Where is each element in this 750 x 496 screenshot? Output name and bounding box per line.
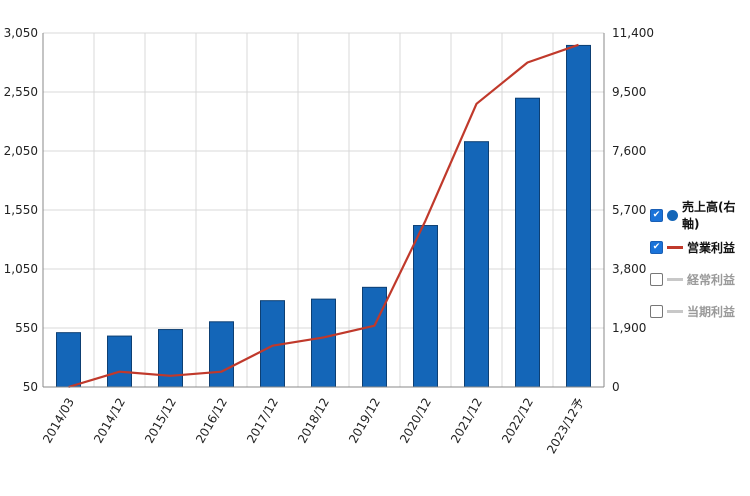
bar bbox=[362, 286, 387, 388]
legend-label: 当期利益 bbox=[687, 304, 736, 319]
grid-lines bbox=[42, 32, 605, 388]
x-tick-label: 2014/12 bbox=[91, 396, 128, 446]
left-axis-ticks: 50 550 1,050 1,550 2,050 2,550 3,050 bbox=[4, 26, 38, 394]
x-tick-label: 2019/12 bbox=[346, 396, 383, 446]
line-series bbox=[68, 43, 579, 389]
left-tick-label: 2,550 bbox=[4, 85, 38, 99]
x-tick-label: 2014/03 bbox=[40, 396, 77, 446]
legend-item-sales[interactable]: 売上高(右軸) bbox=[650, 200, 750, 231]
legend-label: 営業利益 bbox=[687, 240, 736, 255]
legend-item-ordinary-profit[interactable]: 経常利益 bbox=[650, 267, 750, 291]
legend-label: 売上高(右軸) bbox=[682, 200, 736, 231]
legend-checkbox-ordinary-profit[interactable] bbox=[650, 272, 663, 286]
bar bbox=[158, 329, 183, 388]
right-axis-ticks: 0 1,900 3,800 5,700 7,600 9,500 11,400 bbox=[612, 26, 654, 394]
x-tick-label: 2022/12 bbox=[499, 396, 536, 446]
x-tick-label: 2016/12 bbox=[193, 396, 230, 446]
bar bbox=[413, 225, 438, 388]
line-marker-icon bbox=[667, 277, 683, 281]
x-tick-label: 2023/12予 bbox=[544, 396, 587, 457]
left-tick-label: 2,050 bbox=[4, 144, 38, 158]
bar bbox=[209, 321, 234, 388]
axes bbox=[42, 33, 605, 388]
bar bbox=[515, 97, 540, 388]
x-tick-label: 2017/12 bbox=[244, 396, 281, 446]
legend-label: 経常利益 bbox=[687, 272, 736, 287]
line-marker-icon bbox=[667, 309, 683, 313]
bar bbox=[464, 141, 489, 388]
left-tick-label: 550 bbox=[15, 321, 38, 335]
left-tick-label: 50 bbox=[23, 380, 38, 394]
x-axis-ticks: 2014/03 2014/12 2015/12 2016/12 2017/12 2018/… bbox=[40, 396, 587, 457]
line-marker-icon bbox=[667, 245, 683, 249]
dot-marker-icon bbox=[667, 209, 678, 221]
bar bbox=[107, 335, 132, 388]
x-tick-label: 2018/12 bbox=[295, 396, 332, 446]
bar bbox=[311, 298, 336, 388]
left-tick-label: 3,050 bbox=[4, 26, 38, 40]
right-tick-label: 1,900 bbox=[612, 321, 646, 335]
right-tick-label: 3,800 bbox=[612, 262, 646, 276]
right-tick-label: 9,500 bbox=[612, 85, 646, 99]
legend: 売上高(右軸) 営業利益 経常利益 当期利益 bbox=[650, 200, 750, 331]
left-tick-label: 1,550 bbox=[4, 203, 38, 217]
left-tick-label: 1,050 bbox=[4, 262, 38, 276]
series-line bbox=[68, 43, 579, 389]
bar bbox=[566, 44, 591, 388]
bar bbox=[56, 332, 81, 388]
x-tick-label: 2020/12 bbox=[397, 396, 434, 446]
legend-item-operating-profit[interactable]: 営業利益 bbox=[650, 235, 750, 259]
x-tick-label: 2021/12 bbox=[448, 396, 485, 446]
legend-item-net-profit[interactable]: 当期利益 bbox=[650, 299, 750, 323]
legend-checkbox-net-profit[interactable] bbox=[650, 304, 663, 318]
right-tick-label: 5,700 bbox=[612, 203, 646, 217]
right-tick-label: 11,400 bbox=[612, 26, 654, 40]
legend-checkbox-sales[interactable] bbox=[650, 208, 663, 222]
right-tick-label: 0 bbox=[612, 380, 620, 394]
right-tick-label: 7,600 bbox=[612, 144, 646, 158]
bar-series bbox=[56, 44, 591, 388]
x-tick-label: 2015/12 bbox=[142, 396, 179, 446]
legend-checkbox-operating-profit[interactable] bbox=[650, 240, 663, 254]
